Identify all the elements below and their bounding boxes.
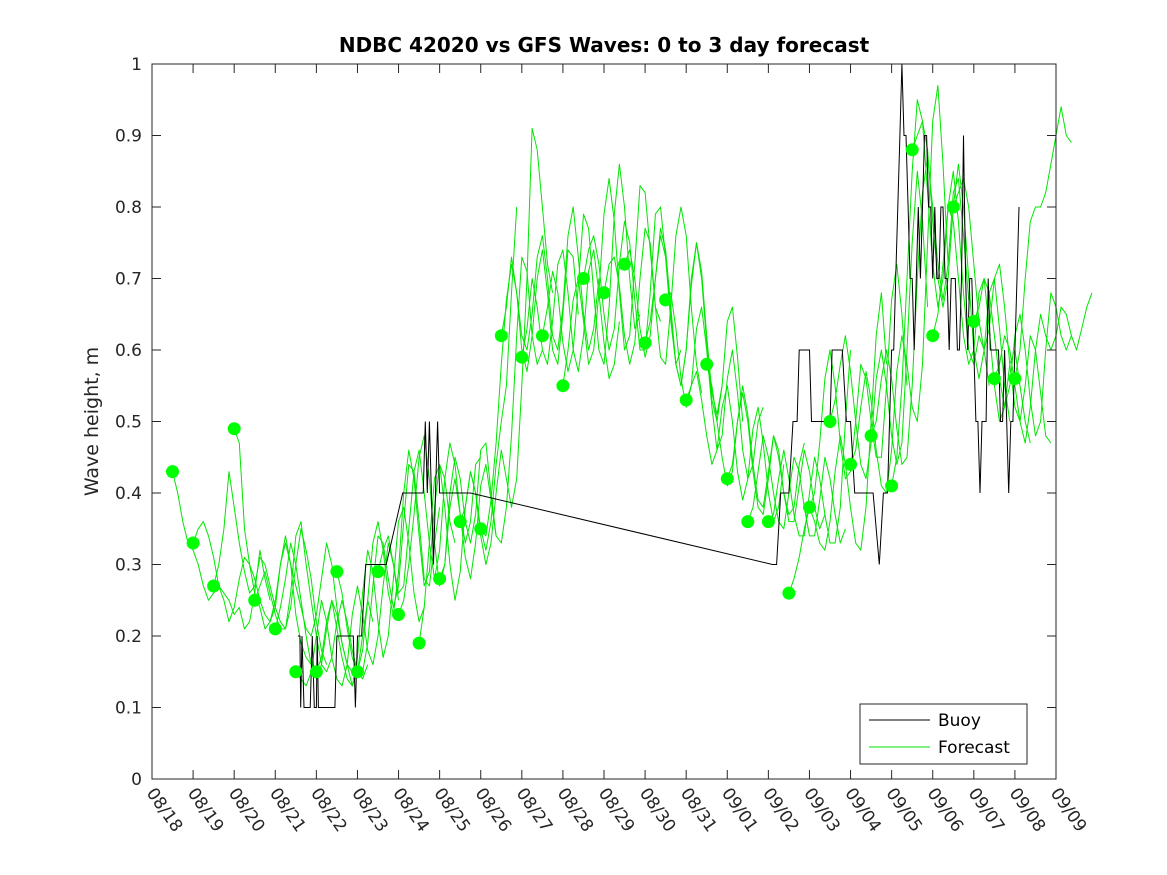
- forecast-marker: [494, 329, 508, 343]
- forecast-line-31: [809, 263, 908, 508]
- forecast-marker: [844, 457, 857, 471]
- legend-forecast-label: Forecast: [938, 738, 1010, 758]
- forecast-marker: [905, 143, 919, 157]
- forecast-marker: [351, 665, 364, 679]
- y-tick-label: 0.8: [115, 198, 142, 218]
- forecast-marker: [186, 536, 200, 550]
- forecast-line-1: [192, 521, 312, 665]
- forecast-line-16: [500, 206, 600, 351]
- y-tick-label: 0.3: [115, 556, 142, 576]
- forecast-marker: [720, 472, 734, 486]
- forecast-line-2: [213, 471, 328, 665]
- forecast-marker: [433, 572, 447, 586]
- forecast-marker: [946, 200, 960, 214]
- legend-box: [859, 703, 1028, 765]
- buoy-line: [297, 63, 1020, 708]
- forecast-marker: [289, 665, 303, 679]
- forecast-marker: [474, 522, 488, 536]
- forecast-marker: [207, 579, 221, 593]
- y-tick-label: 0.2: [115, 627, 142, 647]
- forecast-marker: [227, 422, 241, 436]
- forecast-line-27: [726, 392, 826, 530]
- forecast-marker: [577, 272, 590, 285]
- forecast-line-14: [459, 127, 554, 565]
- forecast-line-28: [747, 435, 846, 544]
- legend: Buoy Forecast: [859, 703, 1028, 765]
- forecast-marker: [618, 257, 631, 271]
- forecast-line-23: [644, 235, 744, 422]
- y-tick-label: 0.9: [115, 127, 142, 147]
- forecast-marker: [268, 622, 282, 636]
- forecast-marker: [1008, 372, 1022, 386]
- forecast-marker: [741, 515, 755, 529]
- forecast-line-18: [541, 163, 641, 372]
- y-tick-label: 0.1: [115, 699, 142, 719]
- forecast-line-26: [706, 364, 805, 515]
- forecast-marker: [885, 479, 899, 493]
- forecast-line-7: [315, 506, 425, 687]
- forecast-marker: [412, 636, 426, 650]
- forecast-marker: [761, 515, 775, 529]
- forecast-marker: [371, 565, 385, 579]
- forecast-marker: [659, 293, 673, 307]
- forecast-marker: [803, 500, 816, 514]
- forecast-line-39: [973, 278, 1072, 437]
- y-tick-label: 0.7: [115, 270, 142, 290]
- forecast-marker: [166, 465, 179, 479]
- forecast-marker: [782, 586, 796, 600]
- y-tick-label: 1: [131, 55, 142, 75]
- forecast-line-21: [603, 206, 703, 393]
- y-tick-label: 0.4: [115, 484, 142, 504]
- forecast-line-29: [767, 349, 851, 544]
- forecast-line-4: [254, 521, 369, 680]
- forecast-line-24: [665, 292, 764, 480]
- forecast-line-33: [850, 85, 949, 494]
- forecast-marker: [535, 329, 549, 343]
- forecast-marker: [515, 350, 529, 364]
- forecast-marker: [453, 515, 467, 529]
- series-layer: [166, 63, 1093, 708]
- forecast-marker: [967, 314, 981, 328]
- forecast-marker: [248, 593, 262, 607]
- forecast-marker: [309, 665, 323, 679]
- y-tick-label: 0: [131, 770, 142, 790]
- y-tick-label: 0.5: [115, 413, 142, 433]
- forecast-line-11: [398, 435, 497, 615]
- forecast-line-15: [480, 249, 579, 537]
- plot-area: [152, 64, 1056, 779]
- y-tick-label: 0.6: [115, 341, 142, 361]
- forecast-line-32: [829, 170, 929, 480]
- forecast-marker: [638, 336, 652, 350]
- forecast-line-38: [952, 177, 1052, 444]
- forecast-marker: [330, 565, 344, 579]
- chart-title: NDBC 42020 vs GFS Waves: 0 to 3 day fore…: [339, 33, 870, 57]
- forecast-marker: [864, 429, 878, 443]
- forecast-line-20: [583, 206, 682, 365]
- forecast-marker: [926, 329, 940, 343]
- forecast-marker: [679, 393, 693, 407]
- legend-buoy-label: Buoy: [938, 711, 981, 731]
- forecast-marker: [987, 372, 1001, 386]
- y-axis-label: Wave height, m: [81, 347, 103, 496]
- forecast-marker: [597, 286, 611, 300]
- forecast-marker: [823, 415, 837, 428]
- forecast-marker: [392, 608, 405, 621]
- forecast-marker: [556, 379, 570, 393]
- forecast-line-40: [993, 292, 1093, 444]
- forecast-line-19: [562, 177, 661, 386]
- forecast-line-41: [1014, 106, 1072, 379]
- forecast-marker: [700, 357, 714, 371]
